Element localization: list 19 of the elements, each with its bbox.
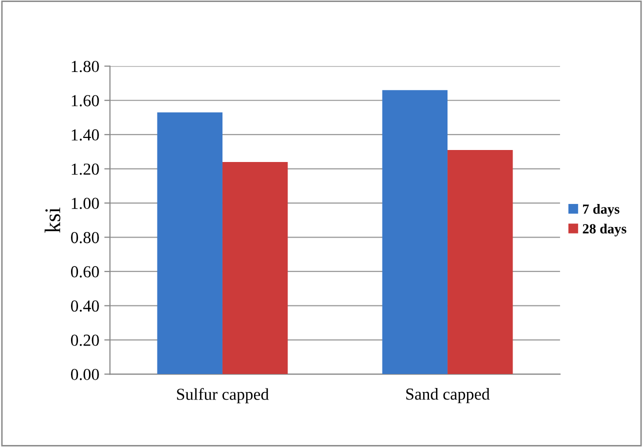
y-tick-label: 0.40 [71,300,99,312]
bar [382,90,448,374]
y-tick-label: 1.00 [72,198,99,210]
y-tick-label: 0.80 [71,232,99,244]
bar [222,162,288,374]
x-tick-label: Sand capped [406,388,490,404]
y-tick-label: 0.20 [71,334,99,346]
bar [157,112,222,374]
y-tick-label: 1.60 [72,95,99,106]
y-axis-title: ksi [44,208,60,233]
y-tick-label: 0.60 [71,266,99,278]
y-tick-label: 1.40 [72,129,99,141]
legend-label: 28 days [582,224,626,236]
x-tick-label: Sulfur capped [177,388,269,404]
legend-label: 7 days [583,204,620,217]
bar [448,150,513,374]
y-tick-label: 1.20 [72,164,99,175]
y-tick-label: 1.80 [72,60,99,72]
y-tick-label: 0.00 [71,368,99,380]
